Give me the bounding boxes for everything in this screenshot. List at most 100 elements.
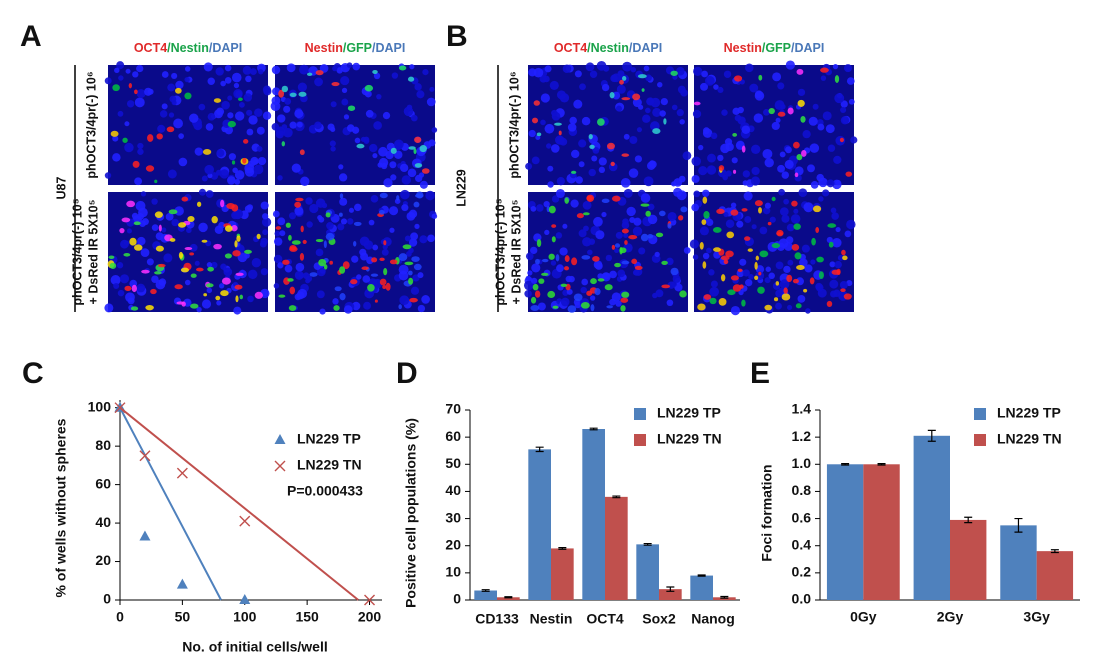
stained-cell: [733, 169, 737, 174]
nucleus: [363, 301, 372, 310]
stained-cell: [409, 297, 418, 303]
nucleus: [140, 191, 147, 197]
nucleus: [137, 148, 144, 155]
stained-cell: [134, 89, 138, 95]
stained-cell: [302, 239, 307, 244]
stained-cell: [670, 70, 678, 76]
stained-cell: [791, 244, 800, 251]
nucleus: [670, 281, 677, 288]
nucleus: [359, 236, 370, 247]
y-tick-label: 50: [445, 455, 461, 471]
nucleus: [431, 127, 438, 133]
nucleus: [419, 180, 428, 189]
nucleus: [330, 101, 337, 108]
stained-cell: [413, 263, 422, 271]
nucleus: [210, 172, 219, 180]
nucleus: [645, 74, 652, 82]
stained-cell: [586, 290, 593, 296]
error-bar: [504, 596, 513, 599]
nucleus: [220, 80, 226, 87]
nucleus: [759, 226, 768, 235]
nucleus: [408, 247, 414, 254]
nucleus: [381, 248, 389, 256]
y-tick-label: 20: [445, 536, 461, 552]
nucleus: [764, 277, 771, 284]
nucleus: [544, 123, 555, 134]
stained-cell: [645, 210, 651, 217]
nucleus: [184, 66, 191, 72]
nucleus: [233, 82, 240, 89]
stained-cell: [353, 221, 362, 226]
nucleus: [376, 93, 382, 100]
nucleus: [781, 171, 789, 179]
stained-cell: [234, 284, 243, 290]
bar: [636, 544, 659, 600]
stained-cell: [828, 241, 834, 248]
nucleus: [408, 238, 418, 247]
stained-cell: [586, 194, 595, 202]
nucleus: [536, 204, 544, 212]
nucleus: [277, 262, 284, 269]
nucleus: [279, 230, 286, 237]
nucleus: [196, 306, 202, 313]
nucleus: [167, 169, 177, 179]
nucleus: [373, 72, 381, 80]
nucleus: [138, 207, 148, 218]
stained-cell: [815, 227, 820, 234]
nucleus: [723, 211, 729, 218]
stained-cell: [611, 244, 616, 250]
stained-cell: [754, 200, 763, 207]
nucleus: [139, 220, 146, 228]
x-tick-label: CD133: [475, 611, 519, 627]
stained-cell: [755, 255, 759, 261]
nucleus: [422, 68, 429, 76]
nucleus: [113, 283, 120, 290]
x-tick-label: Nanog: [691, 611, 735, 627]
nucleus: [104, 172, 112, 179]
stained-cell: [239, 294, 244, 300]
nucleus: [804, 264, 813, 273]
stained-cell: [776, 229, 784, 237]
nucleus: [178, 157, 188, 167]
y-tick-label: 1.0: [792, 455, 812, 471]
nucleus: [360, 136, 367, 143]
nucleus: [204, 164, 214, 175]
nucleus: [194, 147, 203, 156]
nucleus: [659, 110, 666, 117]
stained-cell: [641, 88, 645, 92]
nucleus: [544, 229, 550, 235]
nucleus: [523, 280, 534, 291]
stained-cell: [720, 274, 726, 282]
nucleus: [207, 77, 215, 85]
marker: [239, 594, 251, 604]
nucleus: [332, 298, 339, 305]
stained-cell: [372, 69, 378, 75]
nucleus: [754, 90, 763, 99]
stained-cell: [126, 200, 136, 208]
nucleus: [820, 75, 827, 81]
nucleus: [578, 229, 587, 238]
nucleus: [262, 111, 272, 120]
nucleus: [321, 202, 328, 209]
nucleus: [555, 135, 565, 145]
bar: [913, 435, 950, 600]
nucleus: [725, 142, 734, 152]
nucleus: [822, 189, 830, 197]
stained-cell: [596, 118, 605, 126]
stained-cell: [773, 297, 779, 302]
nucleus: [356, 274, 362, 280]
nucleus: [272, 87, 281, 96]
nucleus: [126, 228, 132, 234]
stain-part: OCT4: [554, 41, 587, 55]
nucleus: [623, 188, 633, 198]
nucleus: [104, 303, 114, 313]
x-tick-label: 50: [175, 609, 191, 625]
stained-cell: [744, 236, 751, 241]
stained-cell: [839, 137, 844, 143]
nucleus: [632, 226, 643, 236]
nucleus: [702, 189, 710, 198]
micrograph: [525, 60, 692, 188]
nucleus: [161, 103, 168, 110]
nucleus: [227, 95, 233, 101]
stained-cell: [534, 290, 541, 298]
